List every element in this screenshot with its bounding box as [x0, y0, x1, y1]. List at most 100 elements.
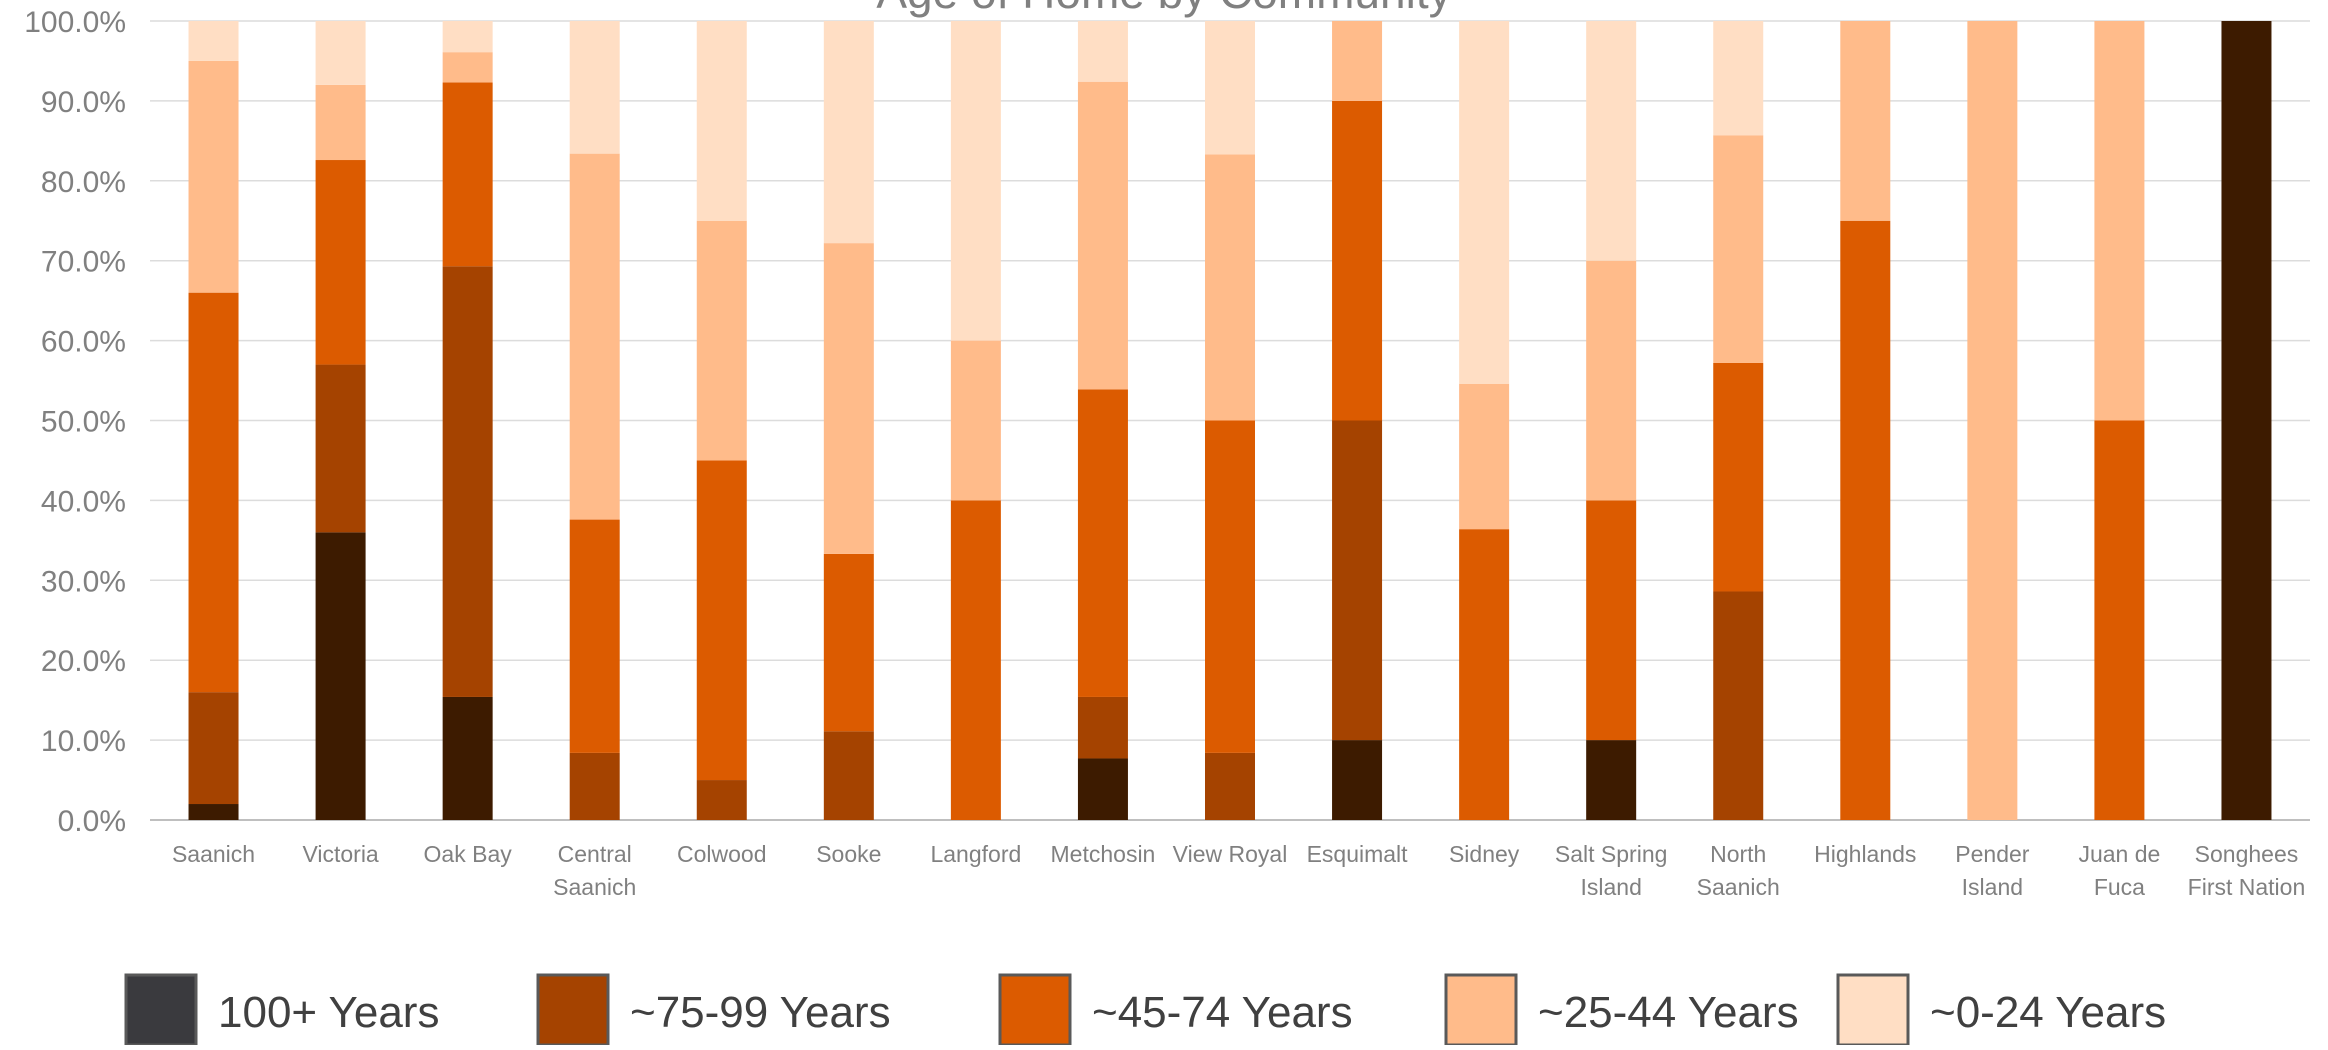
bar-segment — [1459, 529, 1510, 820]
x-tick-label: View Royal — [1173, 841, 1288, 867]
x-tick-label: Pender Island — [1955, 841, 2030, 900]
bar-segment — [823, 553, 874, 732]
legend-label: ~45-74 Years — [1092, 988, 1353, 1037]
bar-segment — [569, 21, 620, 154]
bar-segment — [1586, 21, 1637, 261]
legend-label: 100+ Years — [218, 988, 439, 1037]
x-tick-label: Esquimalt — [1307, 841, 1409, 867]
bar-segment — [823, 21, 874, 244]
bar-segment — [950, 500, 1001, 820]
y-tick-label: 90.0% — [41, 86, 126, 119]
x-tick-label: Salt Spring Island — [1555, 841, 1668, 900]
bar-segment — [1077, 696, 1128, 759]
bar-segment — [2094, 420, 2145, 820]
bar-segment — [442, 266, 493, 697]
y-tick-label: 40.0% — [41, 485, 126, 518]
bar-segment — [315, 532, 366, 820]
bar-segment — [1713, 591, 1764, 820]
bar-segment — [2221, 21, 2272, 820]
bar-segment — [1459, 383, 1510, 530]
bar-segment — [696, 220, 747, 461]
bar-segment — [1840, 220, 1891, 820]
bar-segment — [823, 243, 874, 554]
bar-segment — [1967, 21, 2018, 820]
bar-segment — [569, 519, 620, 753]
bar-segment — [1840, 21, 1891, 221]
legend-swatch — [1444, 973, 1518, 1047]
x-tick-label: Highlands — [1814, 841, 1916, 867]
bar-segment — [188, 292, 239, 693]
x-tick-label: North Saanich — [1697, 841, 1780, 900]
bar-segment — [315, 160, 366, 365]
bar-segment — [1205, 154, 1255, 421]
y-tick-label: 60.0% — [41, 326, 126, 359]
bar-segment — [1713, 135, 1764, 363]
y-tick-label: 20.0% — [41, 645, 126, 678]
bar-segment — [1332, 21, 1383, 101]
legend-label: ~25-44 Years — [1538, 988, 1799, 1037]
bar-segment — [696, 21, 747, 221]
bar-segment — [569, 752, 620, 820]
bar-segment — [1586, 260, 1637, 501]
legend-label: ~0-24 Years — [1930, 988, 2166, 1037]
x-tick-label: Saanich — [172, 841, 255, 867]
bar-segment — [188, 692, 239, 805]
bar-segment — [1205, 752, 1255, 820]
bar-segment — [1586, 500, 1637, 741]
bar-segment — [188, 60, 239, 293]
legend-swatch — [536, 973, 610, 1047]
bar-segment — [950, 21, 1001, 341]
bar-segment — [1205, 21, 1255, 155]
legend-swatch — [998, 973, 1072, 1047]
y-tick-label: 100.0% — [24, 6, 126, 39]
legend-swatch — [124, 973, 198, 1047]
bar-segment — [1077, 21, 1128, 82]
y-tick-label: 0.0% — [58, 805, 126, 838]
bar-segment — [1077, 389, 1128, 697]
bar-segment — [696, 460, 747, 781]
legend: 100+ Years ~75-99 Years ~45-74 Years ~25-44… — [124, 973, 2166, 1047]
bar-segment — [442, 21, 493, 53]
bar-segment — [1459, 21, 1510, 384]
chart-title: Age of Home by Community — [876, 0, 1451, 18]
bar-segment — [1713, 362, 1764, 592]
y-tick-label: 50.0% — [41, 406, 126, 439]
y-tick-label: 70.0% — [41, 246, 126, 279]
x-tick-label: Songhees First Nation — [2188, 841, 2306, 900]
legend-label: ~75-99 Years — [630, 988, 891, 1037]
y-tick-label: 30.0% — [41, 565, 126, 598]
bar-segment — [315, 21, 366, 85]
bar-segment — [696, 780, 747, 820]
x-tick-label: Langford — [930, 841, 1021, 867]
x-tick-label: Victoria — [302, 841, 378, 867]
bar-segment — [950, 340, 1001, 501]
x-tick-label: Juan de Fuca — [2078, 841, 2160, 900]
x-tick-label: Colwood — [677, 841, 767, 867]
bar-segment — [1332, 100, 1383, 421]
y-tick-label: 80.0% — [41, 166, 126, 199]
x-tick-label: Central Saanich — [553, 841, 636, 900]
bar-segment — [442, 696, 493, 820]
bar-segment — [442, 52, 493, 83]
x-tick-label: Sidney — [1449, 841, 1520, 867]
bar-segment — [1332, 740, 1383, 820]
bar-segment — [442, 82, 493, 267]
bar-segment — [1586, 740, 1637, 820]
x-tick-label: Oak Bay — [424, 841, 513, 867]
legend-swatch — [1836, 973, 1910, 1047]
bar-segment — [1077, 758, 1128, 820]
y-tick-label: 10.0% — [41, 725, 126, 758]
bar-segment — [188, 21, 239, 61]
bar-segment — [1077, 81, 1128, 390]
bar-segment — [1332, 420, 1383, 741]
x-tick-label: Sooke — [816, 841, 881, 867]
bar-segment — [315, 84, 366, 161]
bar-segment — [1205, 420, 1255, 753]
x-tick-label: Metchosin — [1051, 841, 1156, 867]
bar-segment — [188, 804, 239, 820]
bar-segment — [569, 153, 620, 520]
bar-segment — [1713, 21, 1764, 136]
bars — [188, 21, 2272, 820]
